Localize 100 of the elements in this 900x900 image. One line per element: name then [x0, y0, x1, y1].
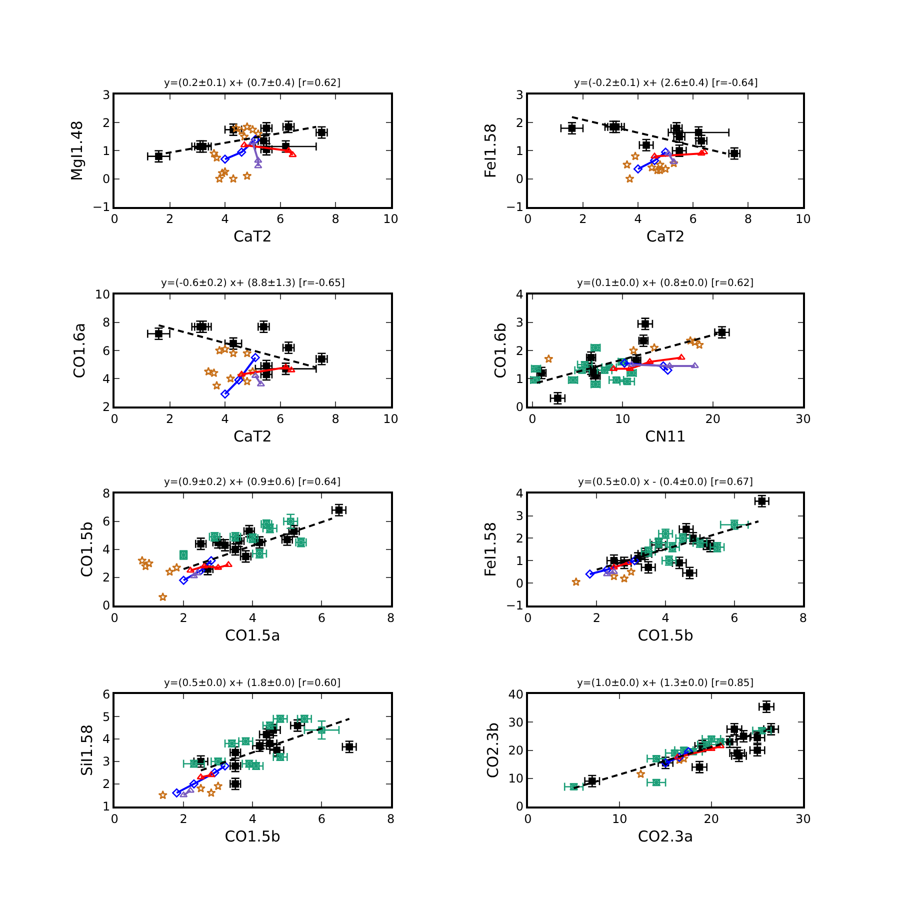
point — [220, 166, 230, 176]
point — [140, 561, 150, 570]
point — [213, 781, 223, 790]
x-tick-label: 2 — [180, 610, 188, 625]
x-tick-label: 10 — [383, 212, 398, 226]
y-tick-label: 2 — [102, 777, 110, 792]
point — [220, 761, 230, 771]
point — [206, 788, 216, 797]
point — [218, 168, 227, 178]
point — [622, 160, 632, 169]
point — [658, 361, 668, 371]
point — [189, 779, 198, 788]
y-tick-label: −1 — [92, 200, 110, 214]
x-tick-label: 8 — [332, 212, 340, 226]
y-tick-label: 8 — [102, 486, 110, 501]
point — [212, 380, 222, 390]
point — [544, 354, 554, 364]
point — [144, 558, 154, 568]
point — [655, 160, 665, 169]
chart-title: y=(0.5±0.0) x+ (1.8±0.0) [r=0.60] — [164, 678, 341, 689]
point — [636, 769, 646, 778]
y-tick-label: 3 — [102, 88, 110, 102]
y-tick-label: 0 — [516, 576, 524, 590]
x-tick-label: 10 — [612, 812, 628, 826]
point — [288, 151, 297, 158]
x-tick-label: 20 — [704, 812, 720, 826]
point — [287, 366, 296, 372]
x-axis-title: CO1.5b — [224, 827, 280, 846]
y-tick-label: 4 — [102, 372, 110, 386]
x-tick-label: 10 — [383, 412, 398, 426]
point — [240, 132, 249, 141]
point — [242, 376, 252, 386]
point — [250, 353, 260, 362]
point — [137, 556, 147, 565]
y-tick-label: 2 — [102, 400, 110, 414]
y-tick-label: 4 — [516, 288, 524, 302]
point — [254, 162, 262, 168]
y-tick-label: 2 — [102, 570, 110, 585]
point — [206, 556, 216, 566]
point — [220, 154, 230, 164]
point — [686, 336, 696, 345]
point — [282, 364, 290, 370]
y-axis-title: MgI1.48 — [68, 120, 86, 181]
y-tick-label: 0 — [516, 172, 524, 186]
x-tick-label: 8 — [386, 812, 395, 826]
y-tick-label: 2 — [102, 116, 110, 130]
y-tick-label: 3 — [102, 754, 110, 769]
y-tick-label: −1 — [506, 598, 524, 613]
point — [666, 362, 674, 368]
chart-title: y=(0.9±0.2) x+ (0.9±0.6) [r=0.64] — [164, 477, 341, 488]
point — [248, 366, 258, 376]
x-tick-label: 20 — [705, 412, 721, 426]
point — [250, 134, 260, 144]
x-axis-title: CO1.5a — [224, 626, 280, 644]
chart-title: y=(1.0±0.0) x+ (1.3±0.0) [r=0.85] — [577, 678, 754, 689]
point — [254, 129, 263, 138]
point — [200, 562, 208, 568]
x-tick-label: 8 — [386, 610, 395, 625]
x-tick-label: 4 — [248, 812, 256, 826]
point — [585, 570, 594, 579]
point — [220, 390, 230, 399]
point — [647, 162, 656, 172]
y-tick-label: 30 — [508, 715, 524, 730]
y-axis-title: CO1.6b — [492, 322, 510, 378]
x-tick-label: 8 — [332, 412, 340, 426]
point — [694, 340, 704, 350]
y-axis-title: SiI1.58 — [78, 724, 96, 776]
point — [655, 166, 665, 174]
point — [226, 374, 236, 383]
chart-title: y=(0.1±0.0) x+ (0.8±0.0) [r=0.62] — [577, 278, 754, 289]
y-tick-label: 3 — [516, 508, 524, 523]
point — [196, 784, 206, 792]
y-tick-label: 3 — [516, 88, 524, 102]
x-tick-label: 4 — [248, 610, 256, 625]
y-tick-label: 6 — [102, 687, 110, 702]
y-tick-label: 40 — [508, 687, 524, 702]
x-tick-label: 6 — [318, 610, 326, 625]
point — [571, 577, 581, 586]
point — [165, 567, 174, 576]
point — [237, 370, 246, 377]
chart-title: y=(0.2±0.1) x+ (0.7±0.4) [r=0.62] — [164, 78, 341, 89]
x-tick-label: 4 — [221, 412, 229, 426]
point — [254, 156, 262, 163]
y-tick-label: 2 — [516, 116, 524, 130]
x-axis-title: CaT2 — [233, 428, 272, 446]
point — [650, 342, 659, 352]
x-axis-title: CaT2 — [233, 228, 272, 246]
x-axis-title: CO2.3a — [638, 827, 694, 846]
y-tick-label: 4 — [516, 486, 524, 501]
point — [660, 164, 670, 174]
point — [633, 164, 643, 174]
y-tick-label: 1 — [102, 800, 110, 814]
chart-title: y=(-0.2±0.1) x+ (2.6±0.4) [r=-0.64] — [574, 78, 758, 89]
x-tick-label: 4 — [662, 610, 670, 625]
x-tick-label: 4 — [221, 212, 229, 226]
point — [242, 348, 252, 358]
x-tick-label: 2 — [180, 812, 188, 826]
y-tick-label: −1 — [506, 200, 524, 214]
point — [248, 124, 258, 134]
point — [158, 592, 168, 602]
